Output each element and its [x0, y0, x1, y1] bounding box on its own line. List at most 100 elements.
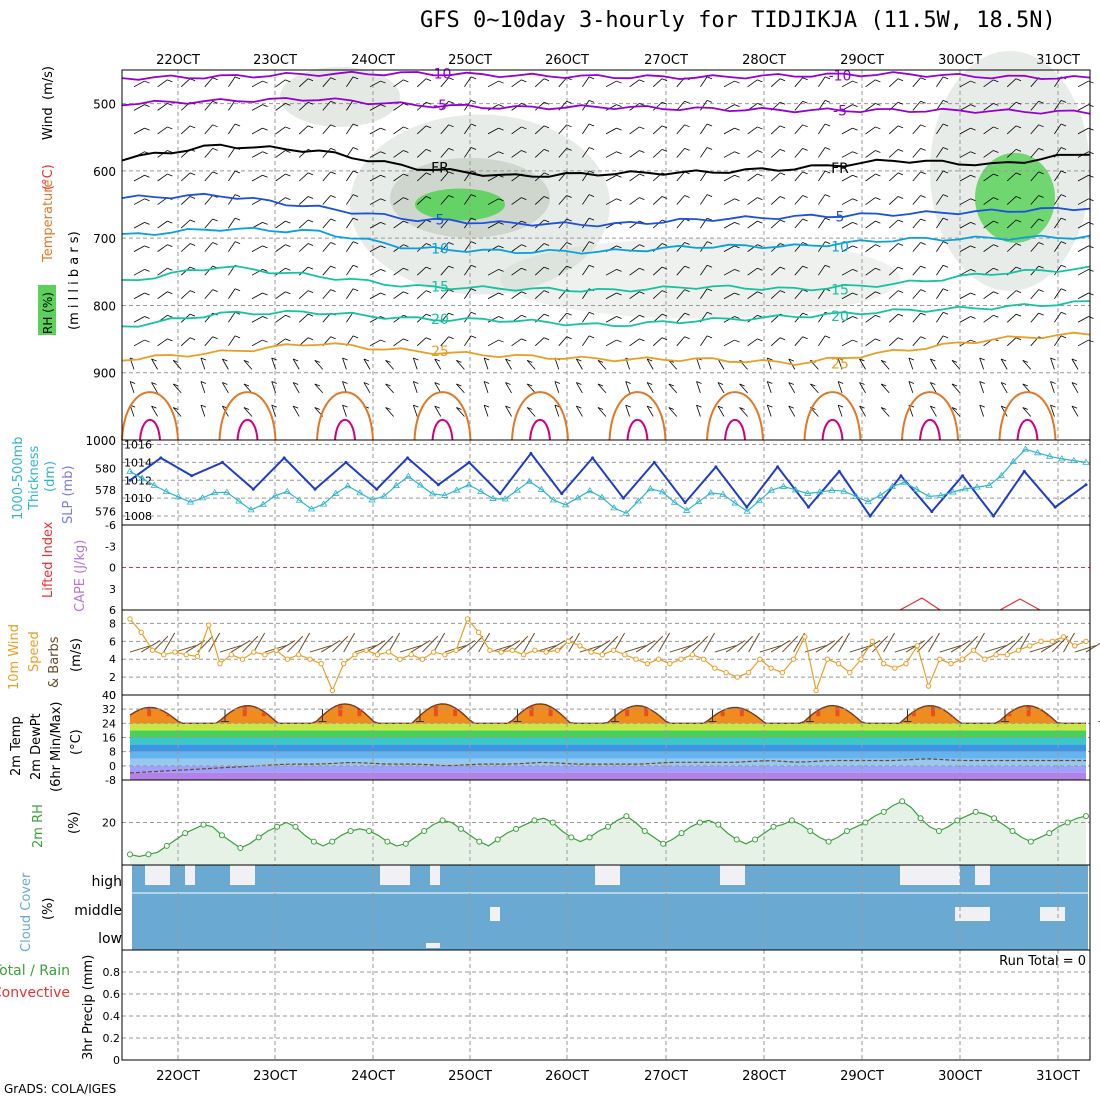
wind-barb — [483, 381, 489, 394]
surface-temp-contour — [803, 391, 862, 441]
wind-barb-flag — [942, 335, 949, 339]
wind-barb-flag — [597, 360, 604, 363]
wind-barb-flag — [470, 123, 477, 127]
slp-point — [899, 474, 903, 478]
wind-barb — [204, 77, 213, 88]
wind-barb-flag — [262, 269, 268, 272]
wind-barb-flag — [920, 218, 926, 222]
precip-frame — [121, 949, 1091, 1061]
wind-barb-flag — [706, 100, 713, 103]
wind-barb-flag — [875, 126, 881, 130]
slp-point — [776, 465, 780, 469]
wind-barb-flag — [167, 173, 173, 177]
cloud-clear-low — [426, 943, 440, 948]
wind-barb — [929, 358, 937, 370]
wind-speed-point — [588, 649, 594, 655]
wind-barb-flag — [543, 266, 550, 270]
wind-barb — [346, 123, 354, 135]
temperature-contour — [121, 226, 1091, 255]
slp-y-tick: 1012 — [124, 474, 152, 487]
wind-barb — [416, 149, 427, 158]
wind-barb-flag — [448, 312, 454, 316]
wind-barb — [487, 80, 499, 88]
wind-barb — [464, 241, 472, 252]
wind-speed-point — [307, 656, 313, 662]
wind-barb — [582, 217, 590, 229]
wind-barb — [880, 360, 890, 370]
wind-barb-flag — [942, 147, 949, 150]
wind-barb — [369, 127, 381, 135]
surface-wind-barb — [714, 645, 737, 653]
wind-barb-flag — [498, 221, 504, 225]
wind-barb — [936, 312, 944, 323]
wind-barb — [1000, 382, 1008, 394]
wind-barb-flag — [448, 242, 454, 245]
surface-wind-barb — [332, 635, 349, 653]
wind-barb — [652, 290, 663, 300]
surface-wind-barb — [185, 640, 206, 653]
thickness-point — [319, 500, 328, 507]
rh2m-point — [513, 825, 520, 832]
wind-barb — [228, 76, 236, 88]
wind-barb-flag — [189, 243, 196, 246]
wind-barb — [180, 290, 191, 300]
upper-air-y-tick: 600 — [93, 165, 116, 179]
wind-barb-flag — [498, 198, 504, 202]
wind-barb — [629, 79, 640, 88]
wind-barb-flag — [543, 196, 550, 199]
wind-barb-flag — [498, 316, 504, 319]
temperature-y-tick: 40 — [102, 689, 116, 702]
wind-barb — [314, 360, 324, 370]
thickness-point — [912, 485, 921, 492]
cloud-clear-high — [720, 865, 745, 885]
wind-barb-flag — [456, 383, 462, 387]
lifted-index-y-tick: -6 — [105, 519, 116, 532]
wind-barb-flag — [970, 127, 976, 131]
thickness-point — [489, 494, 497, 501]
wind-barb-flag — [285, 150, 291, 153]
wind-barb — [322, 218, 331, 229]
wind-barb-flag — [881, 407, 887, 410]
wind-barb — [1050, 381, 1055, 394]
wind-barb — [151, 405, 158, 417]
surface-wind-barb — [815, 640, 836, 653]
wind-barb — [652, 219, 663, 229]
wind-barb — [511, 150, 522, 158]
wind-barb-flag — [212, 77, 218, 81]
wind-barb-flag — [588, 194, 595, 197]
slp-point — [221, 460, 225, 464]
wind-speed-point — [352, 652, 358, 658]
surface-wind-barb — [680, 640, 701, 653]
wind-barb-flag — [706, 147, 713, 150]
wind-barb — [676, 265, 685, 276]
wind-barb-flag — [757, 244, 763, 248]
wind-barb — [298, 243, 309, 252]
wind-barb — [959, 104, 971, 111]
wind-speed-point — [633, 656, 639, 662]
wind-barb — [456, 360, 465, 370]
slp-point — [190, 474, 194, 478]
wind-barb — [251, 339, 263, 347]
wind-barb — [440, 336, 449, 347]
wind-barb — [298, 78, 309, 88]
rh2m-point — [494, 836, 501, 843]
wind-barb-flag — [802, 265, 808, 269]
wind-barb — [859, 405, 866, 417]
wind-barb — [1006, 219, 1017, 229]
wind-barb-flag — [243, 360, 250, 363]
wind-barb-flag — [262, 151, 268, 155]
wind-barb-flag — [448, 195, 454, 198]
wind-barb — [676, 148, 685, 158]
wind-barb-flag — [521, 314, 527, 318]
wind-barb-flag — [802, 124, 808, 128]
wind-barb-flag — [271, 404, 277, 408]
surface-wind-barb — [703, 632, 715, 653]
wind-barb-flag — [129, 381, 136, 384]
thickness-point — [344, 482, 352, 489]
wind-barb-flag — [852, 292, 858, 296]
wind-barb — [818, 264, 826, 276]
wind-barb-flag — [1038, 242, 1044, 245]
wind-barb — [157, 103, 168, 111]
wind-barb-flag — [616, 292, 622, 296]
rh2m-point — [182, 830, 189, 837]
